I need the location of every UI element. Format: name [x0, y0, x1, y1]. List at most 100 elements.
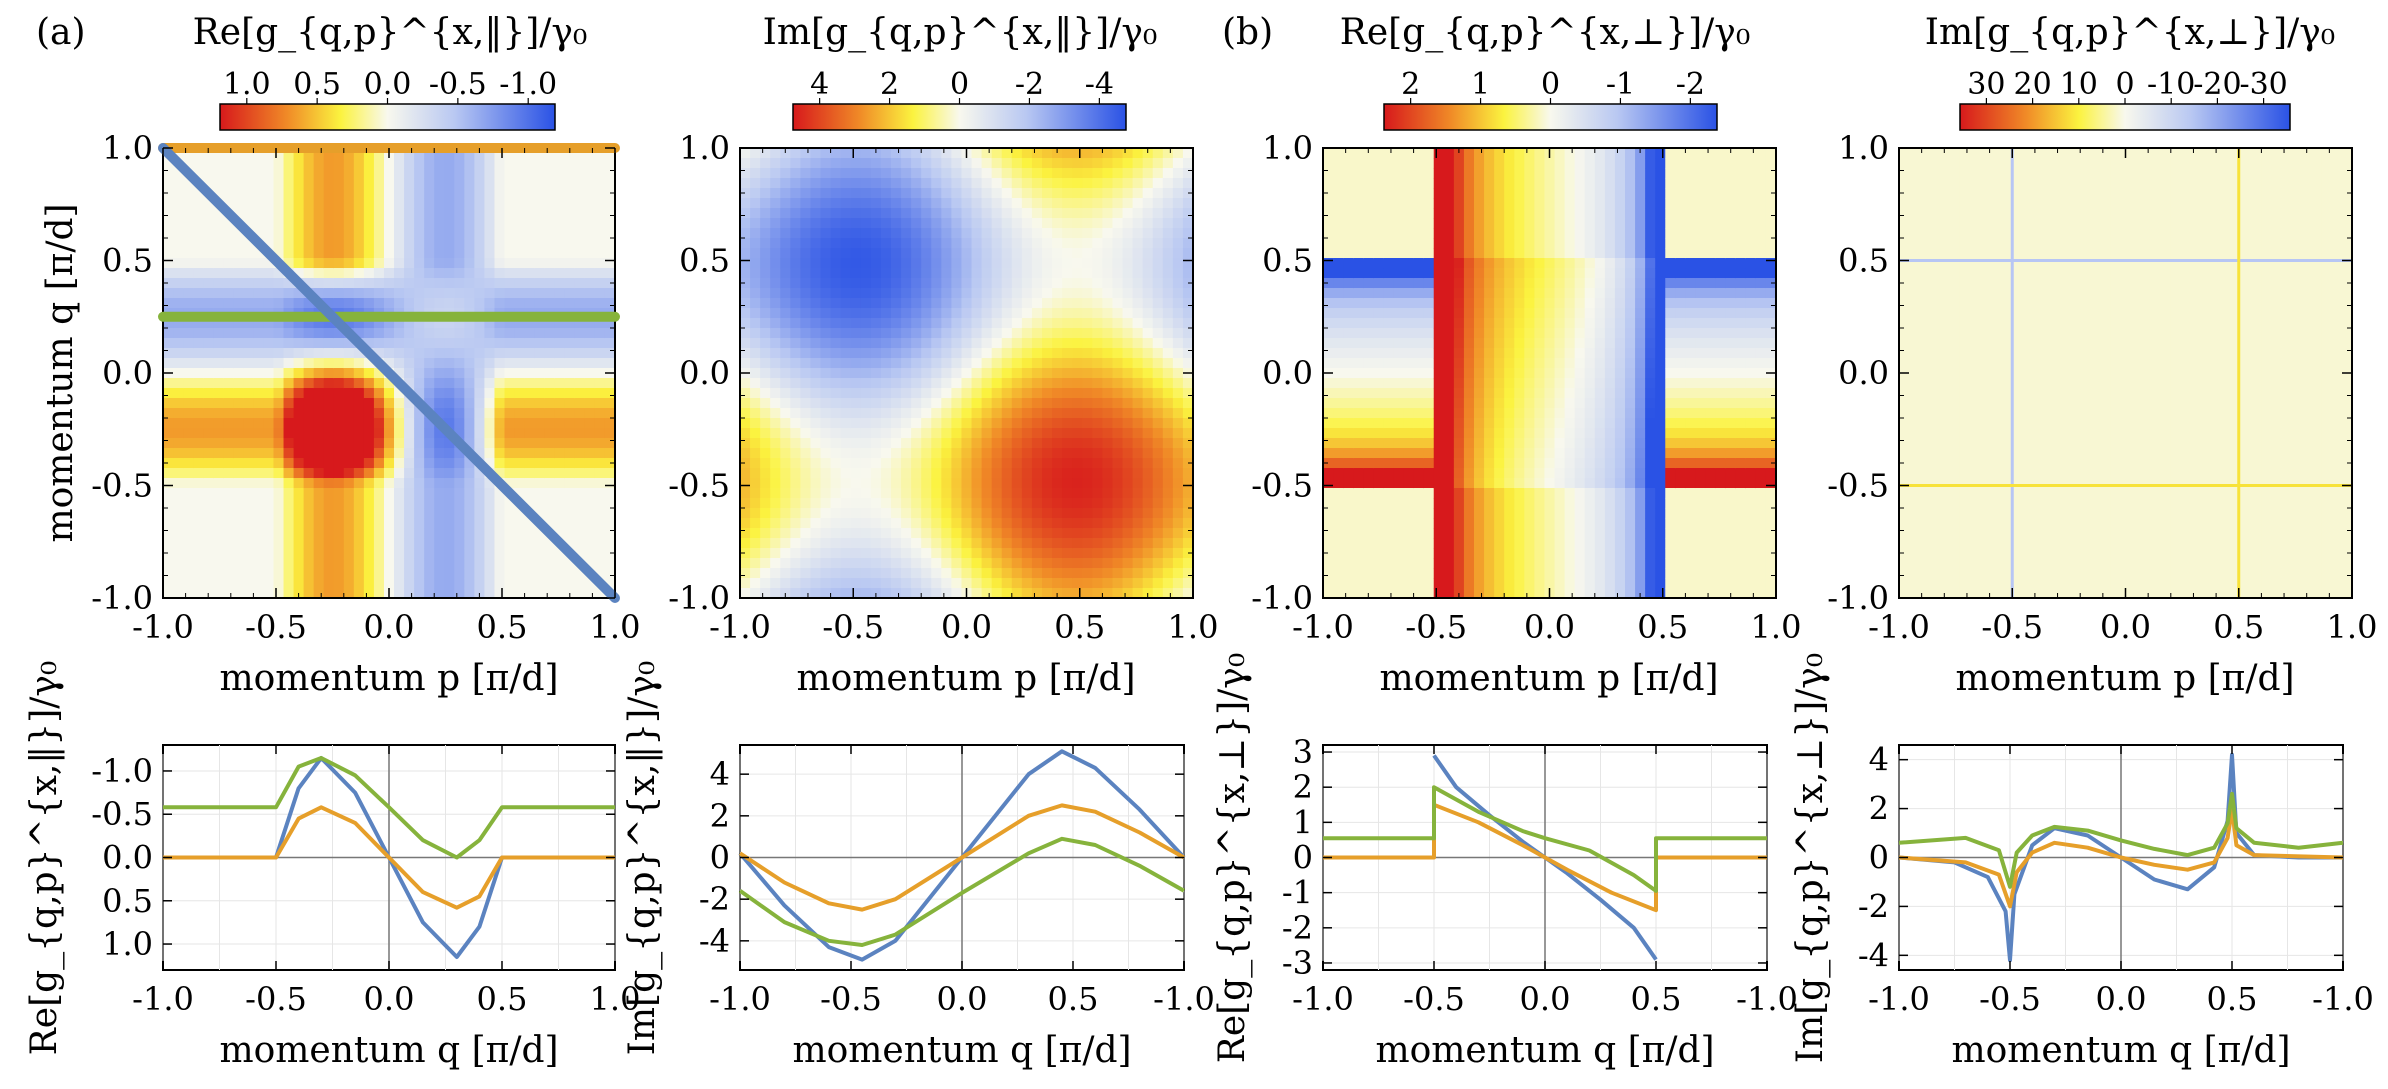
heatmap-cell — [424, 538, 435, 549]
heatmap-cell — [961, 288, 973, 299]
heatmap-cell — [1363, 478, 1374, 489]
heatmap-cell — [1122, 528, 1134, 539]
heatmap-cell — [474, 358, 486, 369]
heatmap-cell — [1413, 508, 1425, 519]
heatmap-cell — [1162, 218, 1174, 229]
heatmap-cell — [1132, 518, 1144, 529]
heatmap-cell — [1021, 198, 1033, 209]
heatmap-cell — [780, 498, 791, 509]
heatmap-cell — [1403, 148, 1415, 159]
heatmap-cell — [840, 198, 852, 209]
heatmap-cell — [740, 468, 751, 479]
heatmap-cell — [840, 368, 852, 379]
heatmap-cell — [564, 418, 576, 429]
heatmap-cell — [1092, 228, 1103, 239]
heatmap-cell — [1383, 498, 1395, 509]
heatmap-cell — [1353, 188, 1364, 199]
heatmap-cell — [313, 218, 325, 229]
heatmap-cell — [564, 398, 576, 409]
heatmap-cell — [1453, 378, 1465, 389]
heatmap-cell — [870, 318, 882, 329]
heatmap-cell — [1182, 168, 1194, 179]
heatmap-cell — [183, 408, 194, 419]
heatmap-cell — [1021, 468, 1033, 479]
heatmap-cell — [223, 268, 234, 279]
heatmap-cell — [1182, 248, 1194, 259]
heatmap-cell — [1373, 388, 1384, 399]
heatmap-cell — [594, 518, 606, 529]
heatmap-cell — [981, 528, 993, 539]
heatmap-cell — [1433, 538, 1445, 549]
heatmap-cell — [554, 568, 566, 579]
heatmap-cell — [514, 218, 526, 229]
heatmap-cell — [941, 328, 952, 339]
heatmap-cell — [1373, 558, 1384, 569]
heatmap-cell — [1142, 348, 1154, 359]
heatmap-cell — [1403, 578, 1415, 589]
heatmap-cell — [464, 338, 475, 349]
heatmap-cell — [1132, 198, 1144, 209]
heatmap-cell — [880, 388, 892, 399]
heatmap-cell — [1122, 208, 1134, 219]
heatmap-cell — [1353, 388, 1364, 399]
heatmap-cell — [951, 528, 963, 539]
heatmap-cell — [1373, 308, 1384, 319]
heatmap-cell — [1172, 188, 1184, 199]
heatmap-cell — [564, 218, 576, 229]
heatmap-cell — [293, 248, 305, 259]
heatmap-cell — [253, 358, 265, 369]
heatmap-cell — [1393, 428, 1405, 439]
heatmap-cell — [1413, 528, 1425, 539]
heatmap-cell — [971, 388, 983, 399]
heatmap-cell — [514, 168, 526, 179]
heatmap-cell — [574, 288, 586, 299]
heatmap-cell — [1463, 288, 1475, 299]
heatmap-cell — [193, 228, 204, 239]
heatmap-cell — [1333, 158, 1344, 169]
heatmap-cell — [880, 568, 892, 579]
heatmap-cell — [1443, 178, 1455, 189]
heatmap-cell — [404, 458, 415, 469]
heatmap-cell — [213, 388, 224, 399]
heatmap-cell — [1453, 208, 1465, 219]
heatmap-cell — [911, 378, 922, 389]
heatmap-cell — [554, 408, 566, 419]
heatmap-cell — [363, 388, 375, 399]
heatmap-cell — [1042, 378, 1053, 389]
heatmap-cell — [193, 578, 204, 589]
heatmap-cell — [223, 148, 234, 159]
heatmap-cell — [1092, 258, 1103, 269]
heatmap-cell — [911, 458, 922, 469]
heatmap-cell — [1152, 588, 1164, 599]
heatmap-cell — [273, 498, 285, 509]
heatmap-cell — [343, 368, 355, 379]
heatmap-cell — [1172, 228, 1184, 239]
heatmap-cell — [1082, 298, 1093, 309]
heatmap-cell — [1393, 388, 1405, 399]
heatmap-cell — [740, 148, 751, 159]
heatmap-cell — [1343, 468, 1354, 479]
heatmap-cell — [1182, 298, 1194, 309]
heatmap-cell — [243, 448, 254, 459]
heatmap-cell — [313, 458, 325, 469]
heatmap-cell — [1031, 528, 1043, 539]
heatmap-cell — [891, 258, 902, 269]
heatmap-cell — [780, 148, 791, 159]
heatmap-cell — [1413, 418, 1425, 429]
heatmap-cell — [223, 238, 234, 249]
heatmap-cell — [971, 548, 983, 559]
heatmap-cell — [504, 388, 516, 399]
heatmap-cell — [1092, 518, 1103, 529]
heatmap-cell — [444, 298, 455, 309]
heatmap-cell — [750, 508, 761, 519]
heatmap-cell — [163, 498, 174, 509]
heatmap-cell — [233, 268, 244, 279]
heatmap-cell — [1142, 248, 1154, 259]
heatmap-cell — [183, 368, 194, 379]
heatmap-cell — [213, 408, 224, 419]
heatmap-cell — [941, 448, 952, 459]
heatmap-cell — [604, 398, 616, 409]
heatmap-cell — [183, 478, 194, 489]
heatmap-cell — [303, 438, 315, 449]
heatmap-cell — [604, 418, 616, 429]
